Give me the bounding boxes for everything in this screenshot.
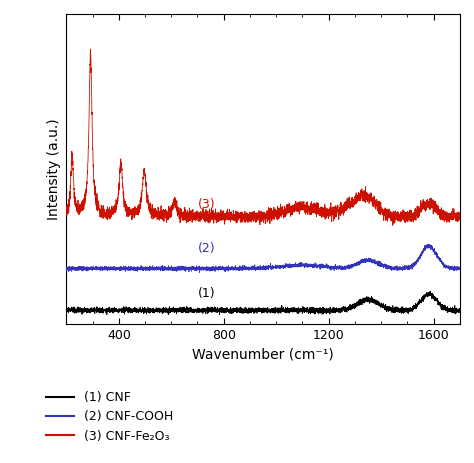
- Text: (2): (2): [198, 243, 215, 256]
- X-axis label: Wavenumber (cm⁻¹): Wavenumber (cm⁻¹): [192, 348, 334, 362]
- Text: (3): (3): [198, 198, 215, 211]
- Text: (1): (1): [198, 287, 215, 300]
- Y-axis label: Intensity (a.u.): Intensity (a.u.): [47, 118, 61, 220]
- Legend: (1) CNF, (2) CNF-COOH, (3) CNF-Fe₂O₃: (1) CNF, (2) CNF-COOH, (3) CNF-Fe₂O₃: [41, 386, 178, 448]
